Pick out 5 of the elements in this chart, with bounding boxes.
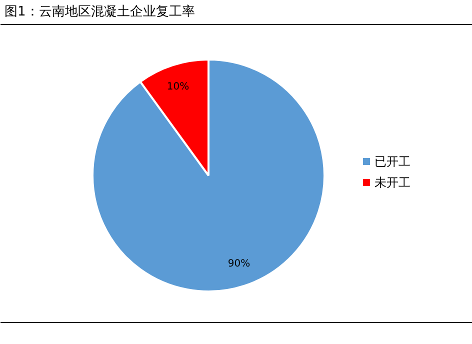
- data-label: 10%: [166, 82, 190, 93]
- chart-title: 图1：云南地区混凝土企业复工率: [4, 4, 195, 20]
- legend-label: 已开工: [374, 154, 410, 168]
- data-label: 90%: [228, 258, 250, 270]
- legend-label: 未开工: [374, 176, 410, 190]
